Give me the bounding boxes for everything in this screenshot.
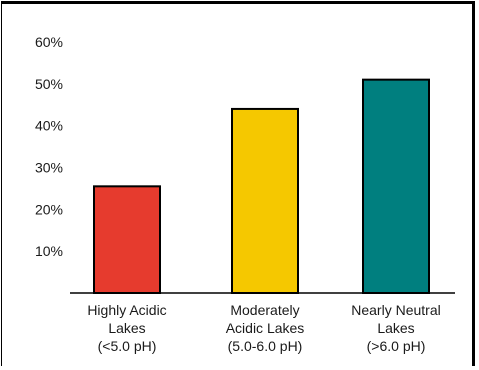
y-tick-label: 60% — [35, 34, 63, 50]
category-label-line: Lakes — [108, 320, 145, 336]
y-tick-label: 40% — [35, 118, 63, 134]
bar — [362, 78, 430, 295]
category-label-line: (>6.0 pH) — [367, 338, 426, 354]
bars — [93, 78, 430, 295]
category-label: Highly Acidic Lakes (<5.0 pH) — [87, 302, 166, 354]
category-label-line: Moderately — [230, 302, 299, 318]
y-tick-label: 20% — [35, 201, 63, 217]
y-tick-label: 10% — [35, 243, 63, 259]
y-tick-label: 50% — [35, 76, 63, 92]
y-tick-label: 30% — [35, 160, 63, 176]
category-label-line: Nearly Neutral — [351, 302, 440, 318]
category-label: Nearly Neutral Lakes (>6.0 pH) — [351, 302, 440, 354]
category-label-line: Lakes — [377, 320, 414, 336]
category-label-line: (5.0-6.0 pH) — [228, 338, 303, 354]
category-label-line: Acidic Lakes — [226, 320, 305, 336]
category-label-line: Highly Acidic — [87, 302, 166, 318]
bar — [93, 185, 161, 294]
bar — [231, 107, 299, 294]
category-label: Moderately Acidic Lakes (5.0-6.0 pH) — [226, 302, 305, 354]
y-axis-ticks: 10% 20% 30% 40% 50% 60% — [35, 34, 63, 259]
category-label-line: (<5.0 pH) — [98, 338, 157, 354]
category-labels: Highly Acidic Lakes (<5.0 pH) Moderately Aci… — [87, 302, 440, 354]
